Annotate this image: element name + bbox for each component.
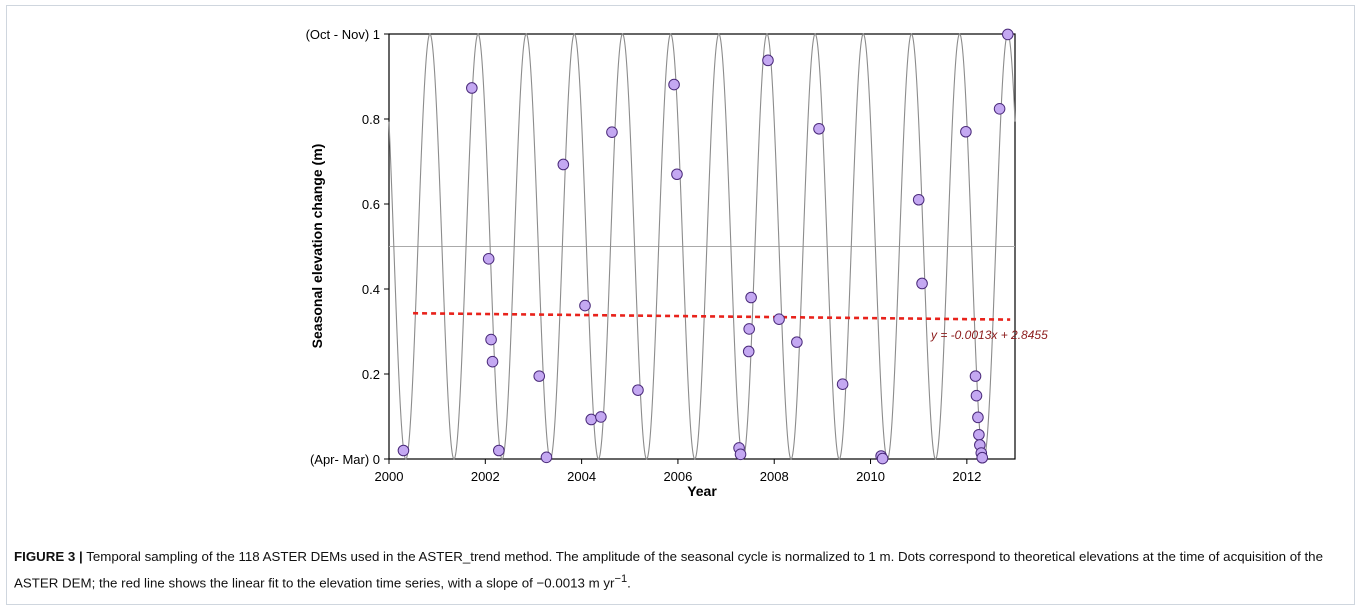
data-point bbox=[973, 428, 985, 441]
data-point bbox=[876, 452, 889, 465]
data-point bbox=[486, 355, 499, 368]
data-point bbox=[791, 336, 803, 348]
data-point bbox=[972, 411, 984, 424]
data-point bbox=[671, 168, 683, 181]
trend-equation: y = -0.0013x + 2.8455 bbox=[930, 328, 1048, 342]
figure-caption: FIGURE 3 | Temporal sampling of the 118 … bbox=[14, 546, 1349, 594]
y-tick-label: 0.8 bbox=[362, 112, 380, 127]
x-tick-label: 2008 bbox=[760, 469, 789, 484]
data-point bbox=[540, 451, 553, 464]
trend-line bbox=[413, 311, 1011, 321]
data-point bbox=[836, 378, 849, 391]
figure-frame bbox=[6, 5, 1355, 605]
data-point bbox=[485, 333, 497, 346]
x-tick-label: 2002 bbox=[471, 469, 500, 484]
caption-label: FIGURE 3 | bbox=[14, 549, 83, 564]
data-point bbox=[579, 299, 591, 312]
x-tick-label: 2012 bbox=[952, 469, 981, 484]
data-point bbox=[585, 413, 598, 426]
data-point bbox=[993, 103, 1006, 115]
x-tick-label: 2006 bbox=[663, 469, 692, 484]
data-point bbox=[773, 313, 785, 325]
y-tick-label: (Oct - Nov) 1 bbox=[306, 27, 380, 42]
data-point bbox=[397, 444, 410, 457]
data-point bbox=[668, 78, 680, 91]
data-point bbox=[745, 291, 757, 304]
y-axis-title: Seasonal elevation change (m) bbox=[309, 144, 325, 349]
data-point bbox=[533, 370, 546, 382]
data-point bbox=[557, 158, 570, 171]
x-axis-title: Year bbox=[687, 483, 717, 499]
y-tick-label: 0.4 bbox=[362, 282, 380, 297]
data-point bbox=[466, 82, 478, 94]
data-point bbox=[916, 277, 928, 290]
data-point bbox=[912, 193, 925, 206]
data-point bbox=[606, 126, 618, 138]
data-point bbox=[970, 389, 983, 402]
seasonal-elevation-chart: 2000 2002 2004 2006 2008 2010 2012 (Apr- Mar) … bbox=[306, 27, 1048, 499]
data-point bbox=[742, 345, 755, 358]
data-point bbox=[595, 411, 607, 423]
x-tick-label: 2010 bbox=[856, 469, 885, 484]
data-point bbox=[482, 253, 495, 265]
data-point bbox=[813, 122, 825, 135]
data-point bbox=[743, 323, 755, 335]
data-point bbox=[762, 54, 774, 67]
x-tick-label: 2000 bbox=[375, 469, 404, 484]
data-points bbox=[397, 28, 1014, 465]
caption-superscript: −1 bbox=[614, 573, 628, 585]
data-point bbox=[976, 451, 989, 464]
data-point bbox=[632, 384, 644, 396]
x-axis-ticks: 2000 2002 2004 2006 2008 2010 2012 bbox=[375, 459, 981, 484]
data-point bbox=[734, 448, 747, 461]
y-tick-label: 0.2 bbox=[362, 367, 380, 382]
caption-end: . bbox=[627, 575, 631, 591]
y-tick-label: (Apr- Mar) 0 bbox=[310, 452, 380, 467]
y-tick-label: 0.6 bbox=[362, 197, 380, 212]
data-point bbox=[492, 444, 505, 457]
seasonal-curve bbox=[388, 33, 1016, 460]
data-point bbox=[960, 125, 972, 138]
data-point bbox=[1001, 28, 1014, 41]
y-axis-ticks: (Apr- Mar) 0 0.2 0.4 0.6 0.8 (Oct - Nov) 1 bbox=[306, 27, 389, 467]
x-tick-label: 2004 bbox=[567, 469, 596, 484]
data-point bbox=[969, 370, 982, 382]
caption-text: Temporal sampling of the 118 ASTER DEMs … bbox=[14, 549, 1323, 591]
